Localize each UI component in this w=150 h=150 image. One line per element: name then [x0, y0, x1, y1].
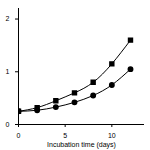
svg-text:Incubation time (days): Incubation time (days): [47, 141, 116, 149]
svg-text:0: 0: [6, 121, 10, 128]
svg-text:10: 10: [108, 132, 116, 139]
svg-text:2: 2: [6, 15, 10, 22]
svg-text:5: 5: [63, 132, 67, 139]
svg-text:0: 0: [17, 132, 21, 139]
svg-text:1: 1: [6, 68, 10, 75]
